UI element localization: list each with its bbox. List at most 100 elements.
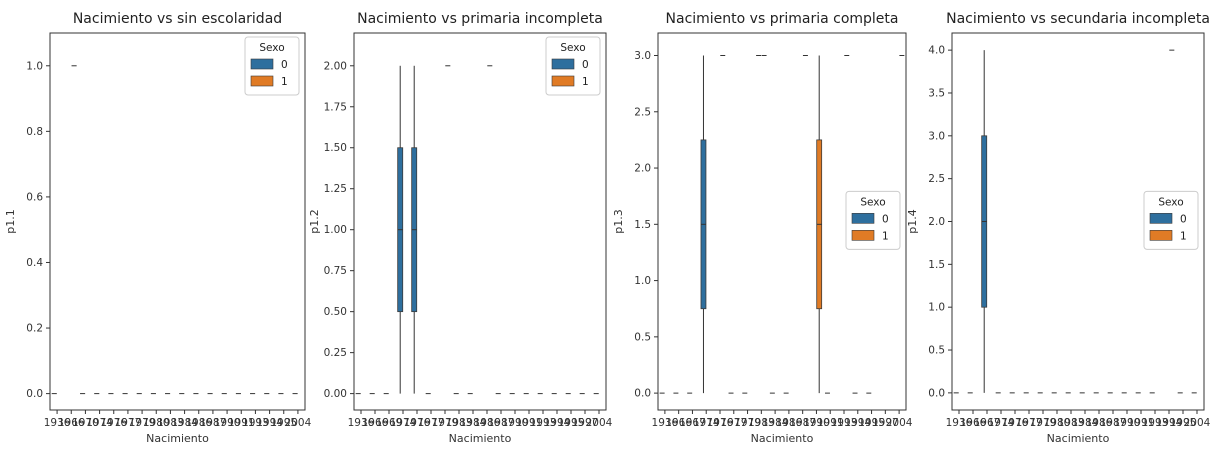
y-tick-label: 2.5 (928, 173, 945, 185)
y-tick-label: 0.0 (634, 388, 651, 400)
y-tick-label: 1.0 (928, 302, 945, 314)
x-tick-label: 1967 (974, 417, 1001, 429)
legend-title: Sexo (860, 196, 885, 208)
x-tick-label: 1987 (1100, 417, 1127, 429)
x-tick-label: 1984 (1072, 417, 1099, 429)
y-tick-label: 2.5 (634, 106, 651, 118)
x-tick-label: 1977 (1016, 417, 1043, 429)
y-tick-label: 1.5 (634, 219, 651, 231)
x-tick-label: 1995 (1170, 417, 1197, 429)
x-tick-label: 1986 (474, 417, 501, 429)
x-tick-label: 1936 (946, 417, 973, 429)
x-tick-label: 1977 (115, 417, 142, 429)
chart-title: Nacimiento vs primaria completa (666, 11, 899, 27)
x-tick-label: 1974 (988, 417, 1015, 429)
x-tick-label: 1993 (242, 417, 269, 429)
axes-frame (353, 32, 607, 411)
y-tick-label: 0.50 (324, 306, 347, 318)
chart-panel-3: Nacimiento vs primaria completa 0.0 0.5 1.0… (612, 11, 913, 445)
legend-swatch-0 (851, 213, 875, 224)
x-tick-label: 1993 (530, 417, 557, 429)
y-tick-label: 1.75 (324, 101, 347, 113)
y-tick-label: 3.5 (928, 87, 945, 99)
y-tick-label: 0.0 (928, 387, 945, 399)
legend-label: 1 (582, 76, 589, 88)
legend-swatch-0 (551, 58, 575, 70)
x-tick-label: 1966 (362, 417, 389, 429)
x-tick-label: 1995 (858, 417, 885, 429)
x-tick-label: 1979 (129, 417, 156, 429)
x-tick-label: 1984 (460, 417, 487, 429)
x-tick-label: 1993 (1142, 417, 1169, 429)
y-tick-label: 0.8 (26, 126, 43, 138)
y-tick-label: 0.2 (26, 323, 43, 335)
y-tick-label: 2.0 (634, 163, 651, 175)
y-axis-label: p1.2 (308, 209, 321, 233)
x-tick-label: 1980 (143, 417, 170, 429)
x-tick-label: 2004 (285, 417, 312, 429)
legend-title: Sexo (560, 42, 585, 54)
y-tick-label: 0.00 (324, 388, 347, 400)
x-tick-label: 1976 (707, 417, 734, 429)
x-tick-label: 1979 (432, 417, 459, 429)
x-tick-label: 1974 (390, 417, 417, 429)
x-tick-label: 1987 (789, 417, 816, 429)
x-tick-label: 2004 (586, 417, 613, 429)
x-tick-label: 1936 (44, 417, 71, 429)
legend-label: 1 (882, 230, 889, 242)
x-tick-label: 1986 (776, 417, 803, 429)
y-tick-label: 0.5 (634, 331, 651, 343)
y-axis-label: p1.1 (4, 209, 17, 233)
x-tick-label: 1976 (1002, 417, 1029, 429)
y-tick-label: 0.5 (928, 345, 945, 357)
x-tick-label: 1984 (171, 417, 198, 429)
y-tick-label: 0.25 (324, 347, 347, 359)
x-axis-label: Nacimiento (751, 432, 814, 445)
x-tick-label: 1997 (572, 417, 599, 429)
legend-label: 0 (281, 59, 288, 71)
y-tick-label: 3.0 (634, 50, 651, 62)
chart-title: Nacimiento vs sin escolaridad (73, 11, 282, 27)
x-axis-label: Nacimiento (146, 432, 209, 445)
x-axis-label: Nacimiento (1047, 432, 1110, 445)
legend: Sexo 0 1 (1143, 190, 1199, 250)
y-tick-label: 0.0 (26, 388, 43, 400)
x-tick-label: 1980 (1044, 417, 1071, 429)
legend: Sexo 0 1 (244, 36, 300, 96)
x-tick-label: 1986 (1086, 417, 1113, 429)
x-tick-label: 1991 (1128, 417, 1155, 429)
x-tick-label: 1936 (348, 417, 375, 429)
x-tick-label: 1984 (762, 417, 789, 429)
x-tick-label: 1977 (720, 417, 747, 429)
legend-title: Sexo (259, 42, 284, 54)
y-tick-label: 2.0 (928, 216, 945, 228)
y-tick-label: 1.5 (928, 259, 945, 271)
legend-swatch-1 (851, 230, 875, 241)
y-axis-label: p1.3 (612, 209, 625, 233)
x-tick-label: 1991 (228, 417, 255, 429)
x-axis-label: Nacimiento (449, 432, 512, 445)
x-tick-label: 1974 (86, 417, 113, 429)
x-tick-label: 1997 (872, 417, 899, 429)
x-tick-label: 1966 (58, 417, 85, 429)
x-tick-label: 1979 (734, 417, 761, 429)
chart-title: Nacimiento vs primaria incompleta (357, 11, 603, 27)
x-tick-label: 1993 (831, 417, 858, 429)
legend-label: 0 (882, 213, 889, 225)
x-tick-label: 1976 (100, 417, 127, 429)
y-tick-label: 1.0 (634, 275, 651, 287)
y-tick-label: 2.00 (324, 60, 347, 72)
legend-swatch-0 (1149, 213, 1173, 224)
legend-title: Sexo (1158, 196, 1183, 208)
axes-frame (49, 32, 306, 411)
x-tick-label: 1967 (679, 417, 706, 429)
x-tick-label: 1983 (1058, 417, 1085, 429)
x-tick-label: 1979 (1030, 417, 1057, 429)
legend-swatch-0 (250, 58, 274, 70)
legend: Sexo 0 1 (545, 36, 601, 96)
y-axis-label: p1.4 (906, 209, 919, 233)
x-tick-label: 1990 (502, 417, 529, 429)
x-tick-label: 1987 (200, 417, 227, 429)
x-tick-label: 1983 (157, 417, 184, 429)
